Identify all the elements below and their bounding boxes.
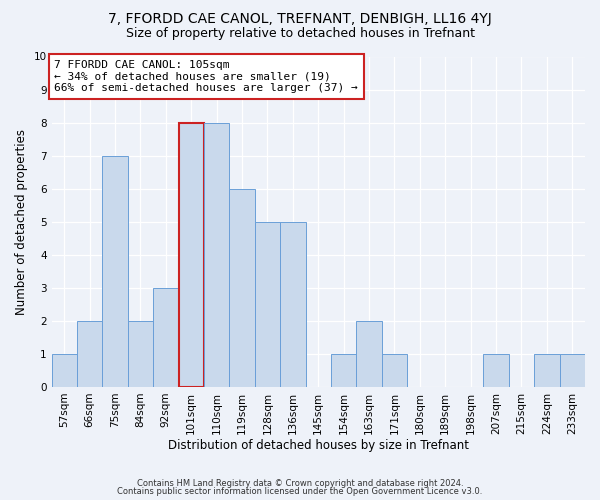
Bar (52, 354, 77, 387)
Bar (356, 321, 382, 387)
Bar (255, 222, 280, 387)
Y-axis label: Number of detached properties: Number of detached properties (15, 128, 28, 314)
Bar (77, 321, 103, 387)
Bar (560, 354, 585, 387)
Text: Size of property relative to detached houses in Trefnant: Size of property relative to detached ho… (125, 28, 475, 40)
Bar (534, 354, 560, 387)
Bar (179, 122, 204, 387)
Bar (229, 188, 255, 387)
Bar (204, 122, 229, 387)
Bar (128, 321, 153, 387)
Bar (382, 354, 407, 387)
Text: Contains public sector information licensed under the Open Government Licence v3: Contains public sector information licen… (118, 487, 482, 496)
Bar (153, 288, 179, 387)
Text: 7, FFORDD CAE CANOL, TREFNANT, DENBIGH, LL16 4YJ: 7, FFORDD CAE CANOL, TREFNANT, DENBIGH, … (108, 12, 492, 26)
Bar (331, 354, 356, 387)
Bar (484, 354, 509, 387)
Bar (280, 222, 305, 387)
X-axis label: Distribution of detached houses by size in Trefnant: Distribution of detached houses by size … (168, 440, 469, 452)
Text: 7 FFORDD CAE CANOL: 105sqm
← 34% of detached houses are smaller (19)
66% of semi: 7 FFORDD CAE CANOL: 105sqm ← 34% of deta… (54, 60, 358, 93)
Bar (103, 156, 128, 387)
Text: Contains HM Land Registry data © Crown copyright and database right 2024.: Contains HM Land Registry data © Crown c… (137, 478, 463, 488)
